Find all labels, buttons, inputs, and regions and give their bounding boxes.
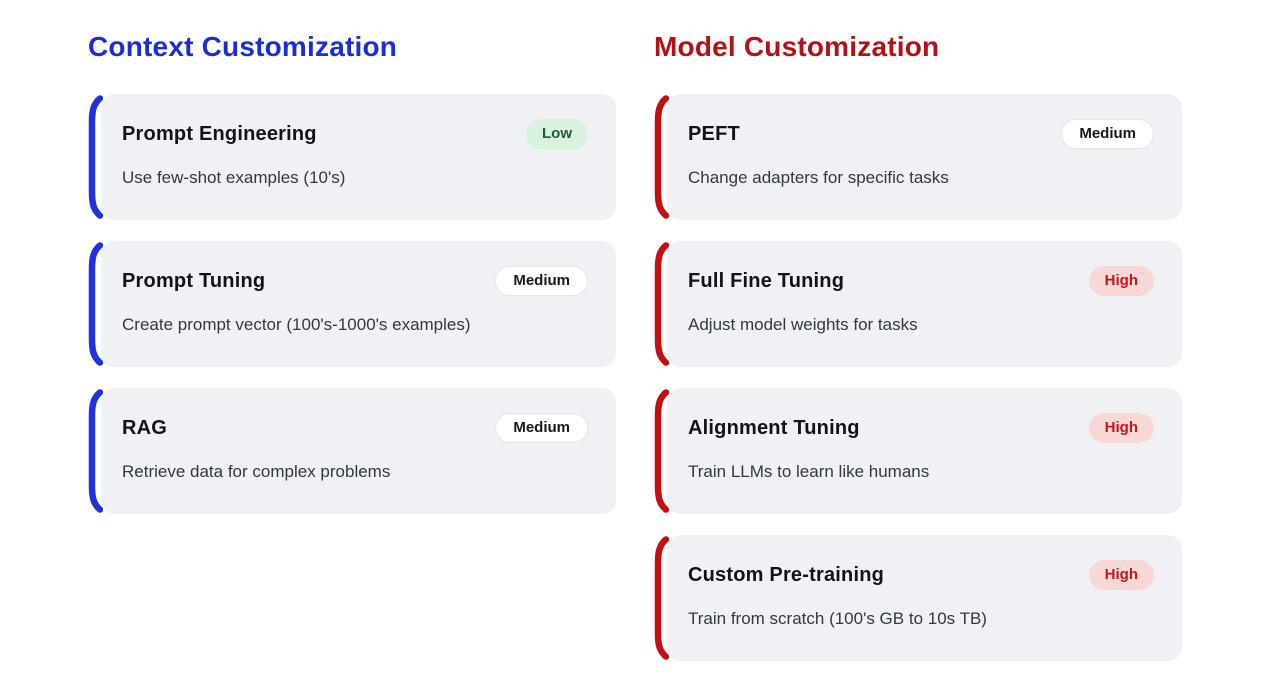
context-customization-column: Context Customization Prompt Engineering… bbox=[88, 30, 616, 661]
card-title: RAG bbox=[122, 417, 168, 439]
card-description: Retrieve data for complex problems bbox=[122, 462, 391, 481]
card-description: Adjust model weights for tasks bbox=[688, 315, 918, 334]
card-accent-bracket bbox=[654, 536, 669, 660]
card-title: Custom Pre-training bbox=[688, 564, 885, 586]
effort-badge-high: High bbox=[1088, 560, 1154, 590]
card-title: Alignment Tuning bbox=[688, 417, 860, 439]
card-title: PEFT bbox=[688, 123, 740, 145]
effort-badge-medium: Medium bbox=[1061, 119, 1154, 149]
model-cards-list: PEFT Medium Change adapters for specific t… bbox=[654, 94, 1182, 661]
card-accent-bracket bbox=[654, 95, 669, 219]
technique-card: Alignment Tuning High Train LLMs to learn … bbox=[654, 388, 1182, 514]
card-description: Change adapters for specific tasks bbox=[688, 168, 949, 187]
technique-card: Prompt Engineering Low Use few-shot exampl… bbox=[88, 94, 616, 220]
effort-badge-medium: Medium bbox=[495, 413, 588, 443]
technique-card: RAG Medium Retrieve data for complex probl… bbox=[88, 388, 616, 514]
effort-badge-high: High bbox=[1088, 413, 1154, 443]
card-description: Use few-shot examples (10's) bbox=[122, 168, 346, 187]
columns-wrapper: Context Customization Prompt Engineering… bbox=[88, 30, 1263, 661]
card-title: Prompt Engineering bbox=[122, 123, 317, 145]
model-customization-column: Model Customization PEFT Medium Change ada… bbox=[654, 30, 1182, 661]
card-accent-bracket bbox=[88, 389, 103, 513]
card-description: Train from scratch (100's GB to 10s TB) bbox=[688, 609, 987, 628]
card-header: Prompt Engineering Low bbox=[122, 119, 588, 149]
card-title: Full Fine Tuning bbox=[688, 270, 845, 292]
card-accent-bracket bbox=[654, 389, 669, 513]
effort-badge-low: Low bbox=[526, 119, 588, 149]
card-description: Create prompt vector (100's-1000's examp… bbox=[122, 315, 471, 334]
card-description: Train LLMs to learn like humans bbox=[688, 462, 930, 481]
context-cards-list: Prompt Engineering Low Use few-shot exampl… bbox=[88, 94, 616, 514]
technique-card: Prompt Tuning Medium Create prompt vector … bbox=[88, 241, 616, 367]
effort-badge-high: High bbox=[1088, 266, 1154, 296]
card-accent-bracket bbox=[88, 95, 103, 219]
card-header: Full Fine Tuning High bbox=[688, 266, 1154, 296]
technique-card: Full Fine Tuning High Adjust model weights… bbox=[654, 241, 1182, 367]
context-column-title: Context Customization bbox=[88, 31, 398, 62]
card-header: RAG Medium bbox=[122, 413, 588, 443]
card-header: PEFT Medium bbox=[688, 119, 1154, 149]
card-header: Alignment Tuning High bbox=[688, 413, 1154, 443]
card-title: Prompt Tuning bbox=[122, 270, 266, 292]
card-header: Custom Pre-training High bbox=[688, 560, 1154, 590]
card-accent-bracket bbox=[88, 242, 103, 366]
effort-badge-medium: Medium bbox=[495, 266, 588, 296]
model-column-title: Model Customization bbox=[654, 31, 940, 62]
card-accent-bracket bbox=[654, 242, 669, 366]
technique-card: PEFT Medium Change adapters for specific t… bbox=[654, 94, 1182, 220]
card-header: Prompt Tuning Medium bbox=[122, 266, 588, 296]
technique-card: Custom Pre-training High Train from scratc… bbox=[654, 535, 1182, 661]
